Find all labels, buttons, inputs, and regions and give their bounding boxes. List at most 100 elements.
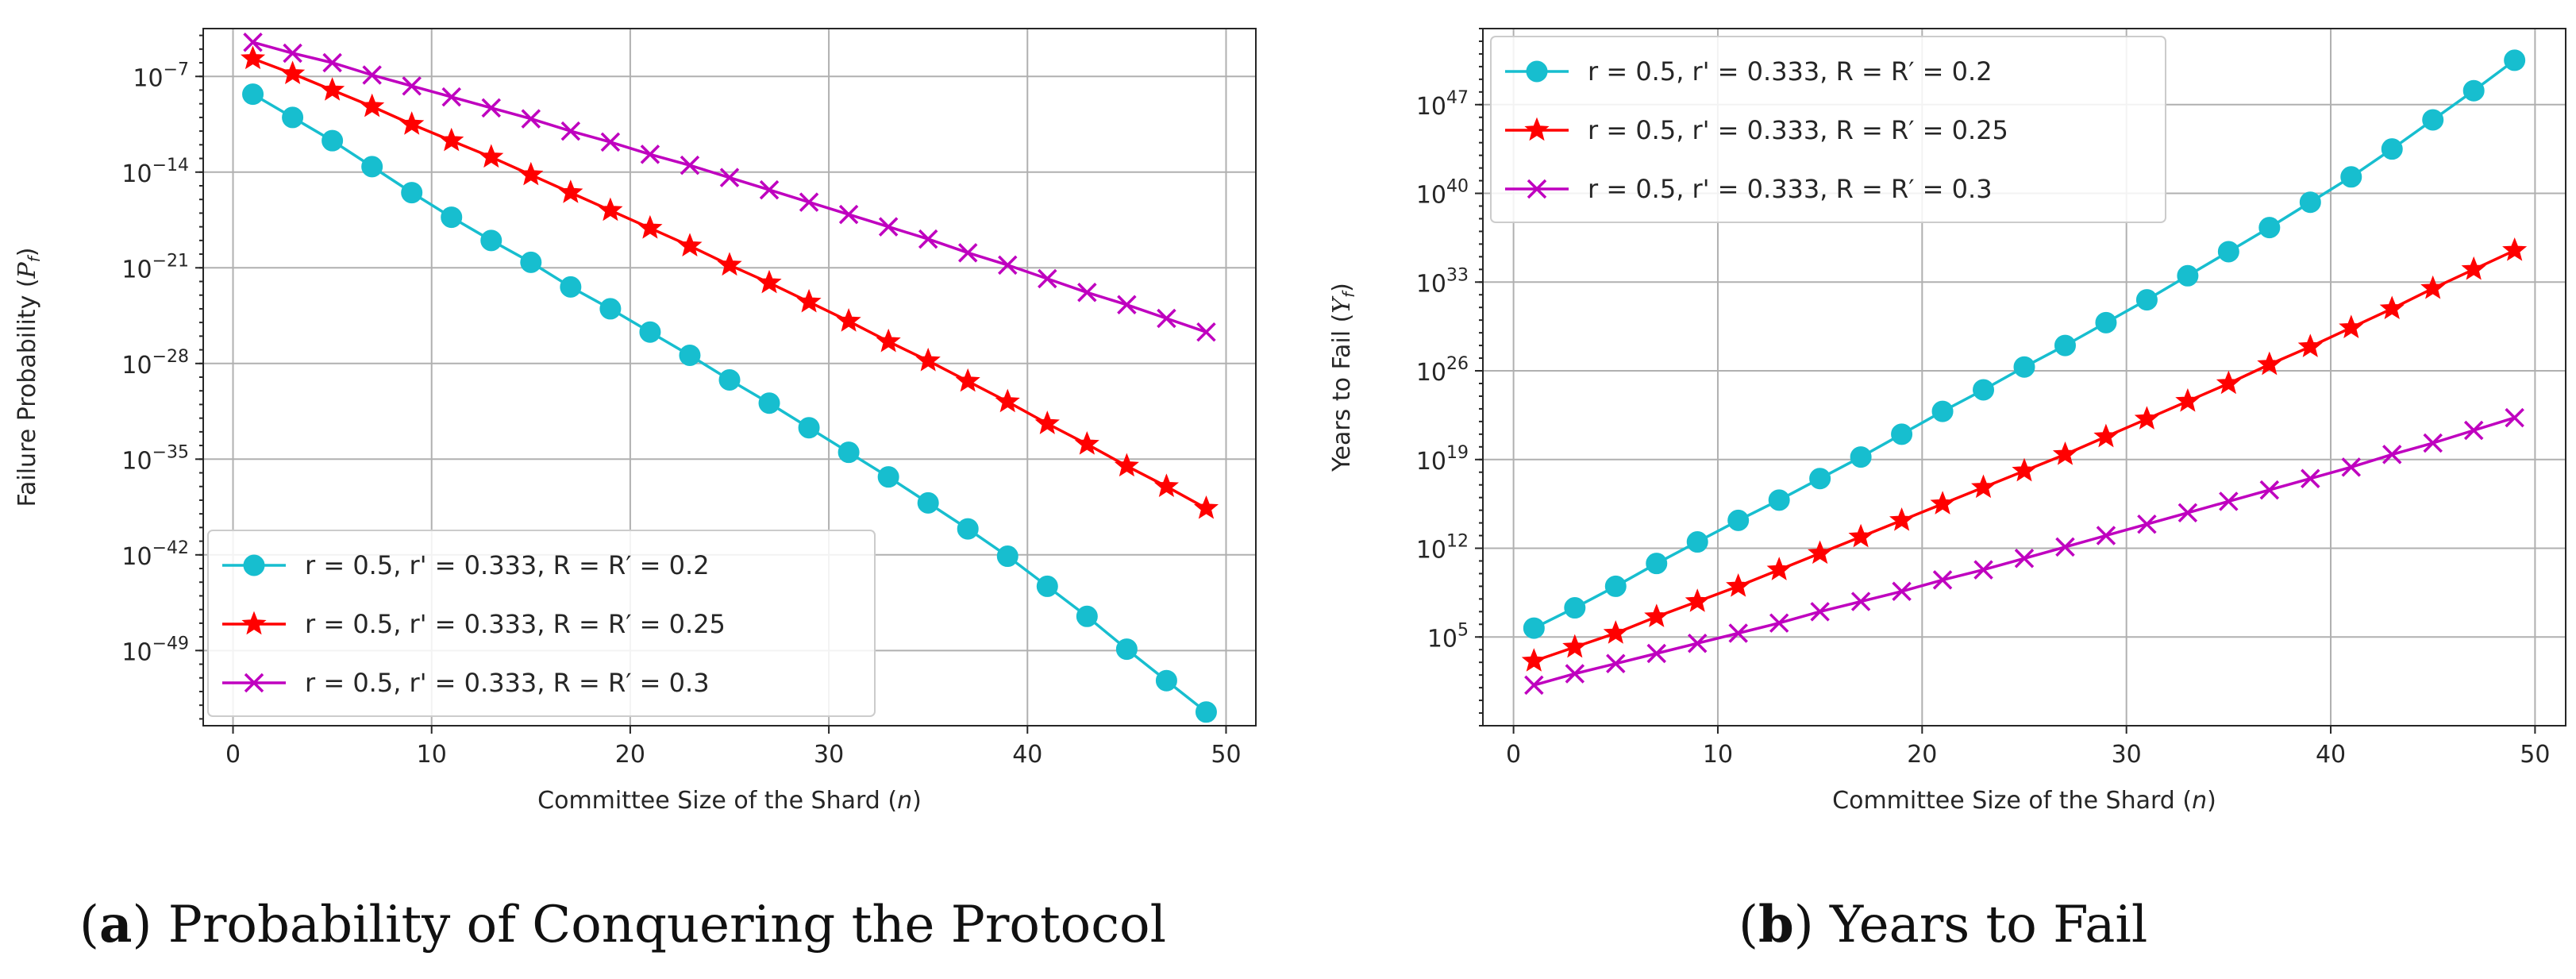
y-tick-label: 10−35 [121, 442, 189, 475]
data-point [2463, 420, 2484, 441]
data-point [1687, 633, 1708, 653]
data-point [1768, 489, 1790, 511]
x-tick-label: 20 [615, 741, 645, 769]
data-point [520, 251, 542, 273]
data-point [1809, 468, 1831, 490]
data-point [439, 127, 464, 152]
data-point [1157, 308, 1176, 329]
data-point [759, 179, 780, 200]
data-point [1931, 400, 1954, 422]
data-point [955, 368, 980, 392]
data-point [1076, 605, 1098, 627]
data-point [2502, 237, 2528, 261]
data-point [1646, 643, 1666, 664]
data-point [320, 77, 345, 101]
y-tick-label: 1019 [1416, 443, 1469, 476]
data-point [600, 132, 621, 152]
y-tick-label: 1040 [1416, 177, 1469, 210]
legend-entry: r = 0.5, r' = 0.333, R = R′ = 0.25 [1505, 115, 2008, 145]
x-tick-label: 50 [2520, 741, 2550, 769]
y-tick-label: 10−28 [121, 347, 189, 380]
data-point [798, 417, 820, 439]
data-point [2382, 445, 2402, 464]
legend-marker [1527, 179, 1547, 199]
y-tick-label: 1012 [1416, 532, 1469, 565]
data-point [479, 144, 504, 168]
data-point [2505, 407, 2524, 428]
data-point [2013, 356, 2035, 378]
legend-marker [241, 611, 267, 635]
data-point [1074, 431, 1099, 455]
data-point [2093, 423, 2119, 448]
series-3 [1524, 407, 2524, 696]
data-point [1686, 531, 1708, 553]
legend: r = 0.5, r' = 0.333, R = R′ = 0.2 r = 0.5… [1490, 36, 2166, 223]
data-point [558, 179, 583, 203]
y-tick-label: 10−49 [121, 634, 189, 666]
data-point [2052, 441, 2077, 465]
data-point [322, 129, 344, 152]
series-3 [243, 32, 1216, 342]
data-point [2055, 537, 2075, 557]
data-point [679, 344, 701, 366]
data-point [1727, 509, 1750, 531]
x-tick-label: 30 [2112, 741, 2142, 769]
data-point [677, 233, 703, 257]
series-1 [1523, 49, 2526, 639]
data-point [2423, 433, 2443, 453]
data-point [1115, 638, 1138, 661]
data-point [2299, 191, 2321, 214]
legend-entry: r = 0.5, r' = 0.333, R = R′ = 0.3 [222, 668, 710, 698]
data-point [2422, 109, 2444, 131]
data-point [1193, 495, 1219, 519]
data-point [2137, 514, 2157, 534]
data-point [1932, 570, 1953, 590]
data-point [441, 206, 463, 229]
data-point [598, 197, 623, 222]
data-point [360, 93, 385, 118]
data-point [560, 121, 581, 141]
data-point [2340, 166, 2362, 188]
data-point [758, 392, 780, 414]
data-point [283, 43, 302, 64]
data-point [836, 308, 861, 332]
data-point [2297, 333, 2323, 357]
y-tick-label: 1047 [1416, 88, 1469, 121]
plot-frame [1482, 28, 2566, 727]
y-tick-label: 10−42 [121, 538, 189, 571]
data-point [876, 328, 901, 353]
data-point [2219, 491, 2239, 511]
data-point [518, 161, 544, 186]
data-point [1810, 602, 1830, 622]
legend-entry: r = 0.5, r' = 0.333, R = R′ = 0.3 [1505, 174, 1993, 204]
data-point [796, 288, 822, 313]
data-point [402, 76, 422, 96]
data-point [243, 32, 263, 52]
data-point [1769, 613, 1789, 633]
data-point [1036, 575, 1058, 597]
data-point [1077, 283, 1097, 303]
data-point [242, 83, 264, 106]
legend-label: r = 0.5, r' = 0.333, R = R′ = 0.2 [1588, 56, 1993, 87]
data-point [1973, 379, 1995, 401]
data-point [1848, 523, 1873, 548]
data-point [2257, 351, 2282, 376]
data-point [1644, 603, 1669, 627]
data-point [2420, 275, 2446, 299]
legend-entry: r = 0.5, r' = 0.333, R = R′ = 0.2 [1505, 56, 1993, 87]
series-line [1533, 249, 2516, 663]
data-point [719, 168, 740, 187]
data-point [877, 466, 899, 488]
legend-marker [1524, 117, 1550, 141]
x-tick-label: 0 [1506, 741, 1521, 769]
y-tick-label: 105 [1427, 620, 1469, 653]
data-point [1766, 557, 1792, 580]
x-tick-label: 10 [1703, 741, 1733, 769]
data-point [917, 491, 939, 514]
data-point [560, 276, 582, 298]
data-point [2379, 295, 2405, 320]
data-point [717, 252, 742, 276]
x-tick-label: 30 [814, 741, 844, 769]
legend-entry: r = 0.5, r' = 0.333, R = R′ = 0.2 [222, 550, 710, 580]
data-point [2095, 311, 2117, 333]
